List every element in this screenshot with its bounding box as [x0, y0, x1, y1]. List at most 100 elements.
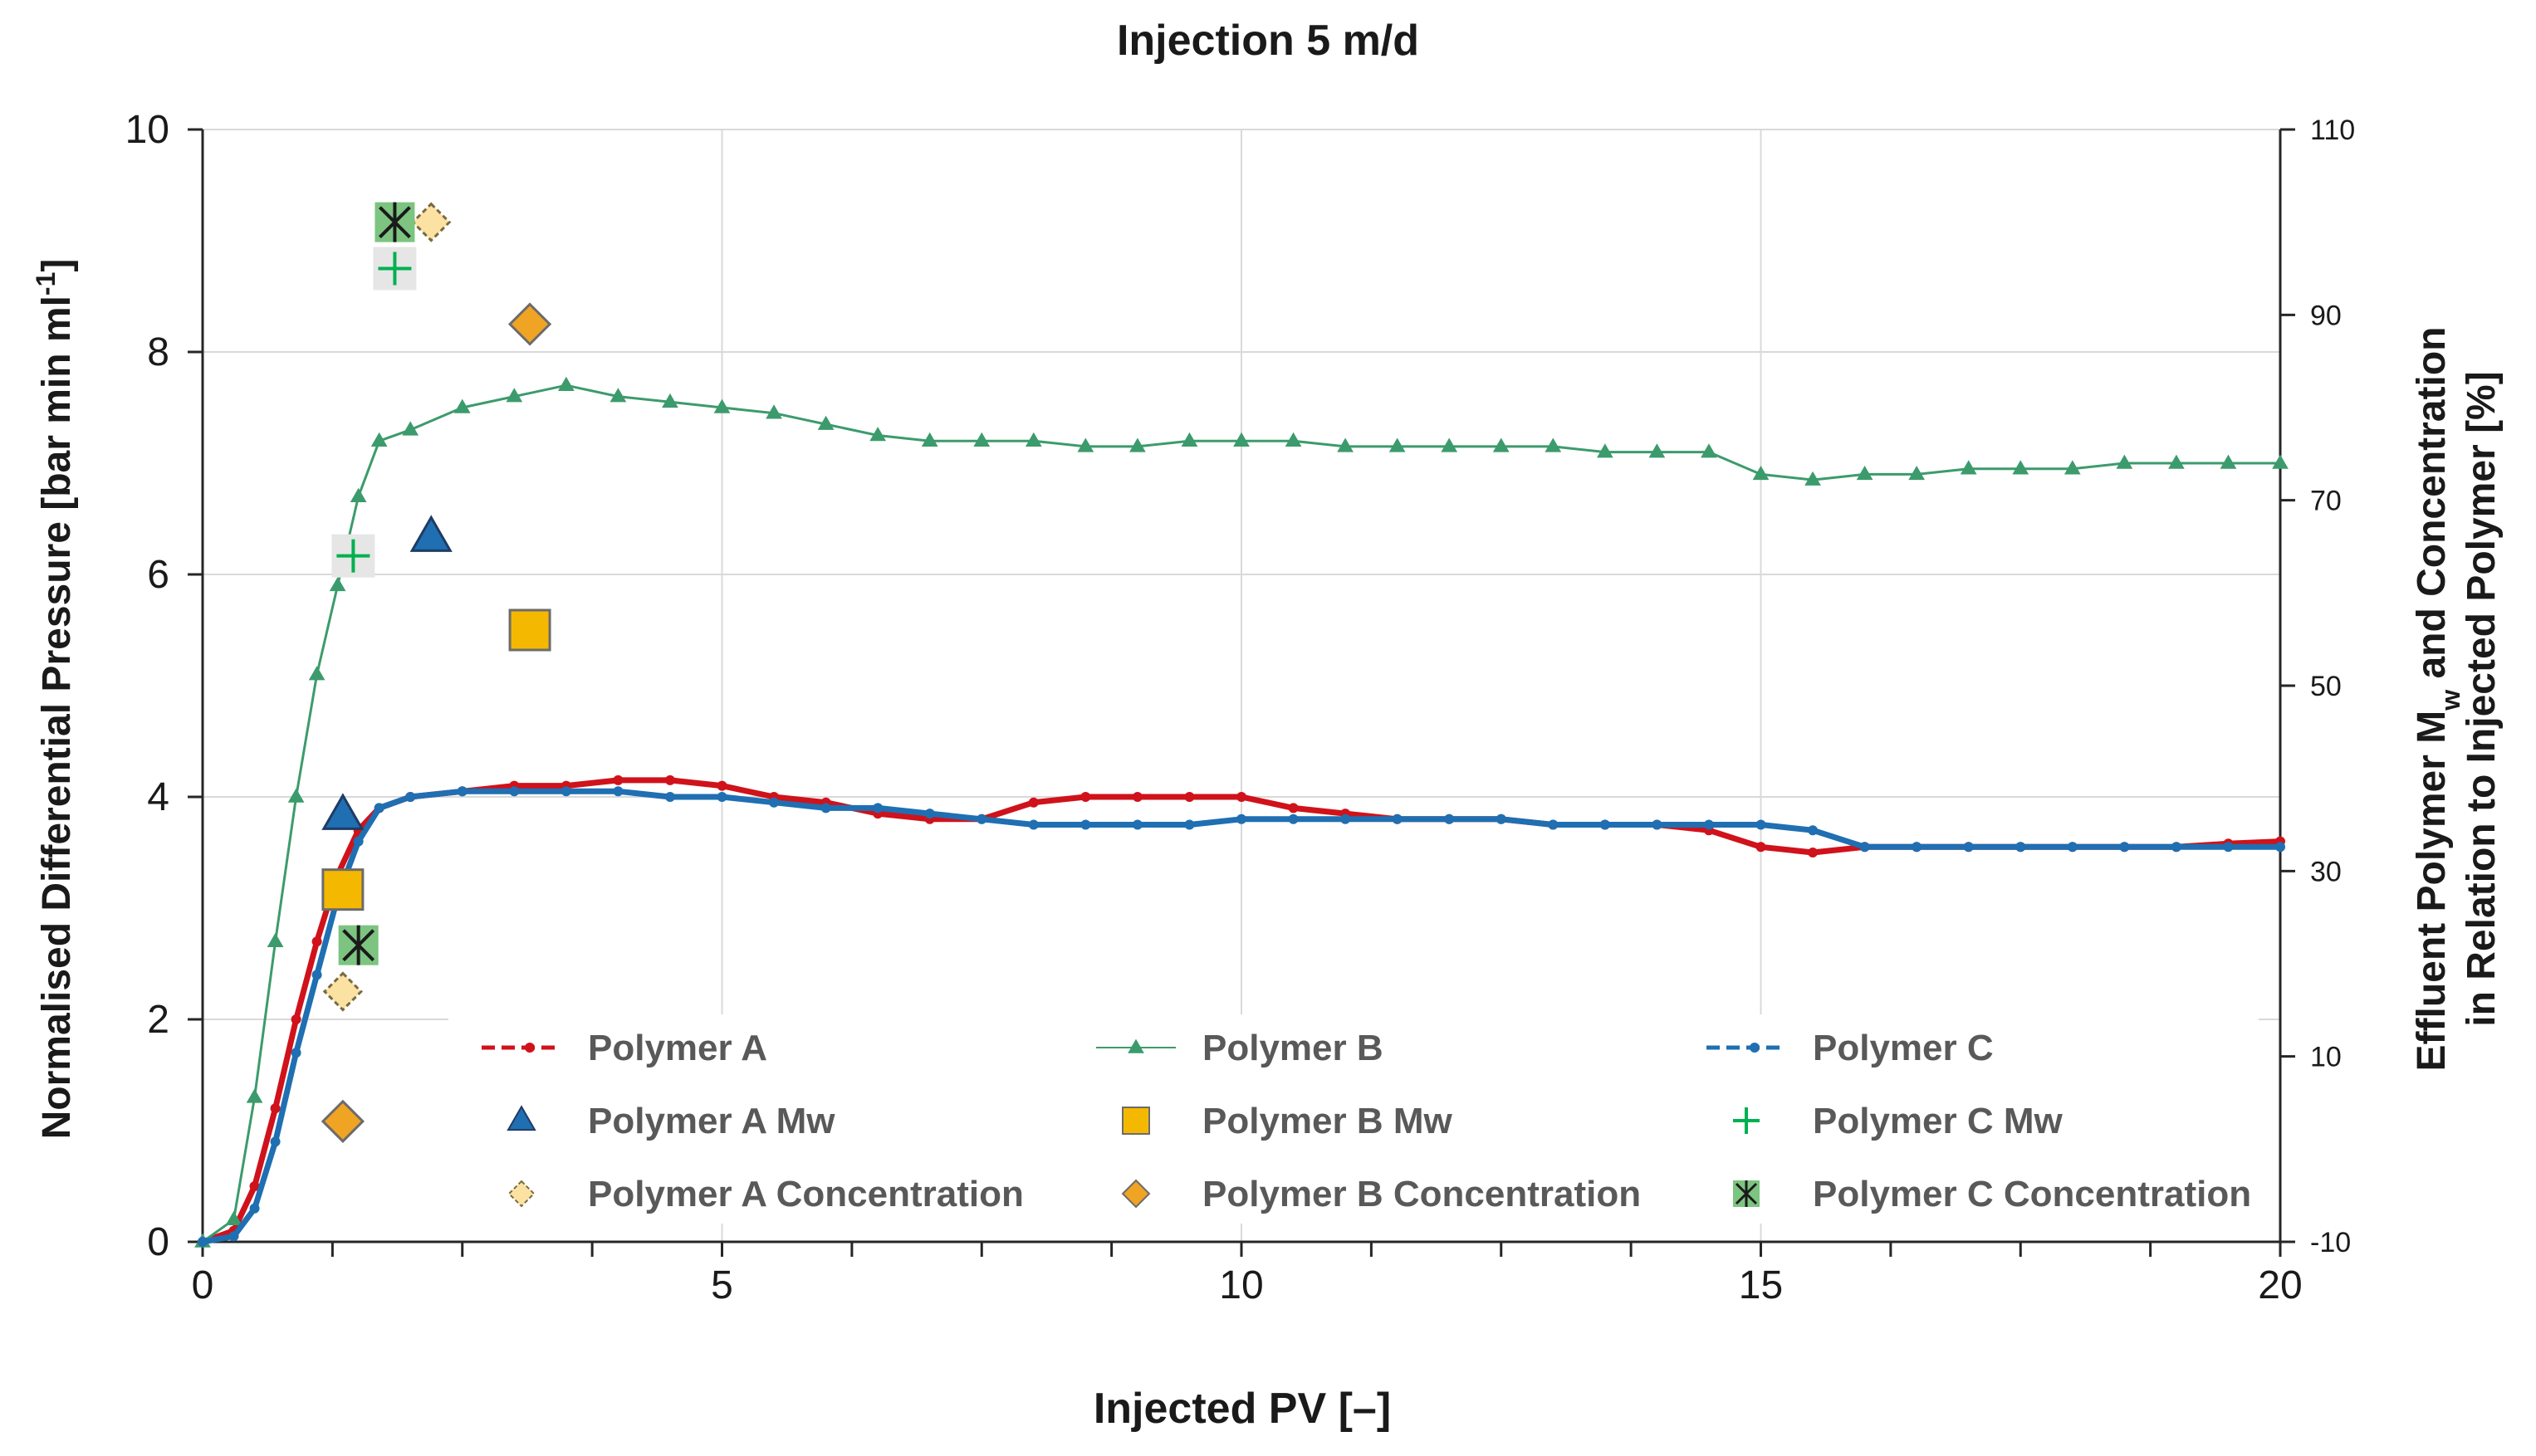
marker-polymer-a-concentration: [411, 202, 452, 242]
data-point: [2064, 460, 2081, 475]
data-point: [1184, 792, 1195, 802]
y-axis-label-right-line2: in Relation to Injected Polymer [%]: [2460, 371, 2504, 1026]
data-point: [2168, 454, 2185, 469]
y-axis-label-right-a: Effluent Polymer M: [2410, 711, 2454, 1072]
data-point: [664, 792, 675, 802]
legend-item-polymer-c-mw: Polymer C Mw: [1733, 1101, 2064, 1141]
data-point: [921, 432, 938, 447]
y-right-tick-label: 110: [2310, 115, 2355, 146]
series-line-polymer-c: [202, 788, 2280, 1245]
legend-item-polymer-a-concentration: Polymer A Concentration: [507, 1174, 1024, 1214]
data-point: [198, 1237, 208, 1247]
data-point: [2171, 842, 2181, 853]
data-point: [457, 786, 468, 797]
data-point: [1340, 814, 1351, 824]
data-point: [270, 1136, 281, 1147]
data-point: [1701, 443, 1717, 458]
series-line-polymer-b: [202, 384, 2280, 1243]
data-point: [228, 1231, 239, 1242]
data-point: [924, 809, 935, 819]
y-right-tick-label: 70: [2310, 486, 2342, 517]
data-point: [291, 1014, 301, 1024]
data-point: [1912, 842, 1922, 853]
legend-label: Polymer A Concentration: [588, 1174, 1024, 1214]
legend-swatch-marker: [525, 1043, 535, 1053]
data-point: [249, 1181, 260, 1191]
y-axis-label-left-main: Normalised Differential Pressure [bar mi…: [35, 296, 79, 1139]
data-point: [1392, 814, 1403, 824]
legend-background: [448, 1014, 2259, 1224]
data-point: [1703, 819, 1714, 830]
y-right-tick-label: 90: [2310, 300, 2342, 331]
data-point: [1129, 437, 1146, 452]
data-point: [1752, 466, 1770, 481]
data-point: [1028, 819, 1039, 830]
data-point: [713, 398, 731, 413]
data-point: [1236, 814, 1246, 824]
y-axis-label-right-sub: w: [2436, 690, 2465, 711]
data-point: [1028, 797, 1039, 808]
data-point: [1496, 814, 1506, 824]
data-point: [1545, 437, 1562, 452]
data-point: [2119, 842, 2130, 853]
y-right-tick-label: -10: [2310, 1227, 2351, 1258]
data-point: [1184, 819, 1195, 830]
data-point: [2272, 454, 2289, 469]
data-point: [1808, 825, 1819, 836]
data-point: [717, 780, 727, 791]
data-point: [2012, 460, 2029, 475]
tick-labels: 0 5 10 15 20 0 2 4 6 8 10 -10 10 30 50 70 90 110: [125, 108, 2356, 1307]
data-point: [225, 1210, 242, 1225]
data-point: [2220, 454, 2237, 469]
data-point: [350, 487, 367, 502]
legend-swatch-marker: [507, 1180, 536, 1208]
data-point: [1441, 437, 1458, 452]
data-point: [766, 404, 782, 419]
data-point: [613, 786, 624, 797]
legend-label: Polymer C Mw: [1813, 1101, 2064, 1141]
y-left-tick-label: 8: [147, 330, 169, 374]
legend-item-polymer-c-concentration: Polymer C Concentration: [1733, 1174, 2251, 1214]
legend: Polymer A Polymer B Polymer C Polymer A Mw P…: [448, 1014, 2259, 1224]
legend-swatch-marker: [507, 1105, 536, 1131]
legend-label: Polymer A Mw: [588, 1101, 835, 1141]
legend-swatch-marker: [1122, 1107, 1150, 1135]
x-tick-label: 15: [1739, 1263, 1783, 1307]
y-right-tick-label: 30: [2310, 856, 2342, 887]
marker-polymer-b-concentration: [507, 302, 552, 346]
data-point: [353, 836, 364, 847]
marker-polymer-a-mw: [409, 515, 453, 552]
data-point: [374, 803, 384, 814]
data-point: [873, 803, 884, 814]
data-point: [509, 786, 520, 797]
data-point: [557, 376, 575, 391]
y-axis-label-right-line1: Effluent Polymer Mw and Concentration: [2410, 327, 2465, 1072]
data-point: [1285, 432, 1302, 447]
legend-item-polymer-a-mw: Polymer A Mw: [507, 1101, 835, 1141]
y-left-tick-label: 6: [147, 553, 169, 597]
legend-label: Polymer B Mw: [1202, 1101, 1453, 1141]
data-point: [1388, 437, 1406, 452]
data-point: [1808, 848, 1819, 857]
data-point: [1288, 803, 1299, 814]
legend-label: Polymer C Concentration: [1813, 1174, 2251, 1214]
data-point: [1080, 792, 1091, 802]
legend-label: Polymer A: [588, 1028, 767, 1068]
data-point: [1596, 443, 1613, 458]
legend-label: Polymer B Concentration: [1202, 1174, 1641, 1214]
data-point: [1337, 437, 1354, 452]
data-point: [270, 1103, 281, 1114]
data-point: [2067, 842, 2078, 853]
data-point: [2015, 842, 2026, 853]
y-left-tick-label: 4: [147, 775, 169, 819]
y-right-tick-label: 10: [2310, 1042, 2342, 1073]
data-point: [453, 398, 471, 413]
data-point: [311, 970, 322, 980]
data-point: [869, 427, 887, 442]
legend-item-polymer-b: Polymer B: [1096, 1028, 1383, 1068]
data-point: [1025, 432, 1042, 447]
data-point: [973, 432, 991, 447]
data-point: [1648, 443, 1666, 458]
data-point: [1960, 460, 1977, 475]
